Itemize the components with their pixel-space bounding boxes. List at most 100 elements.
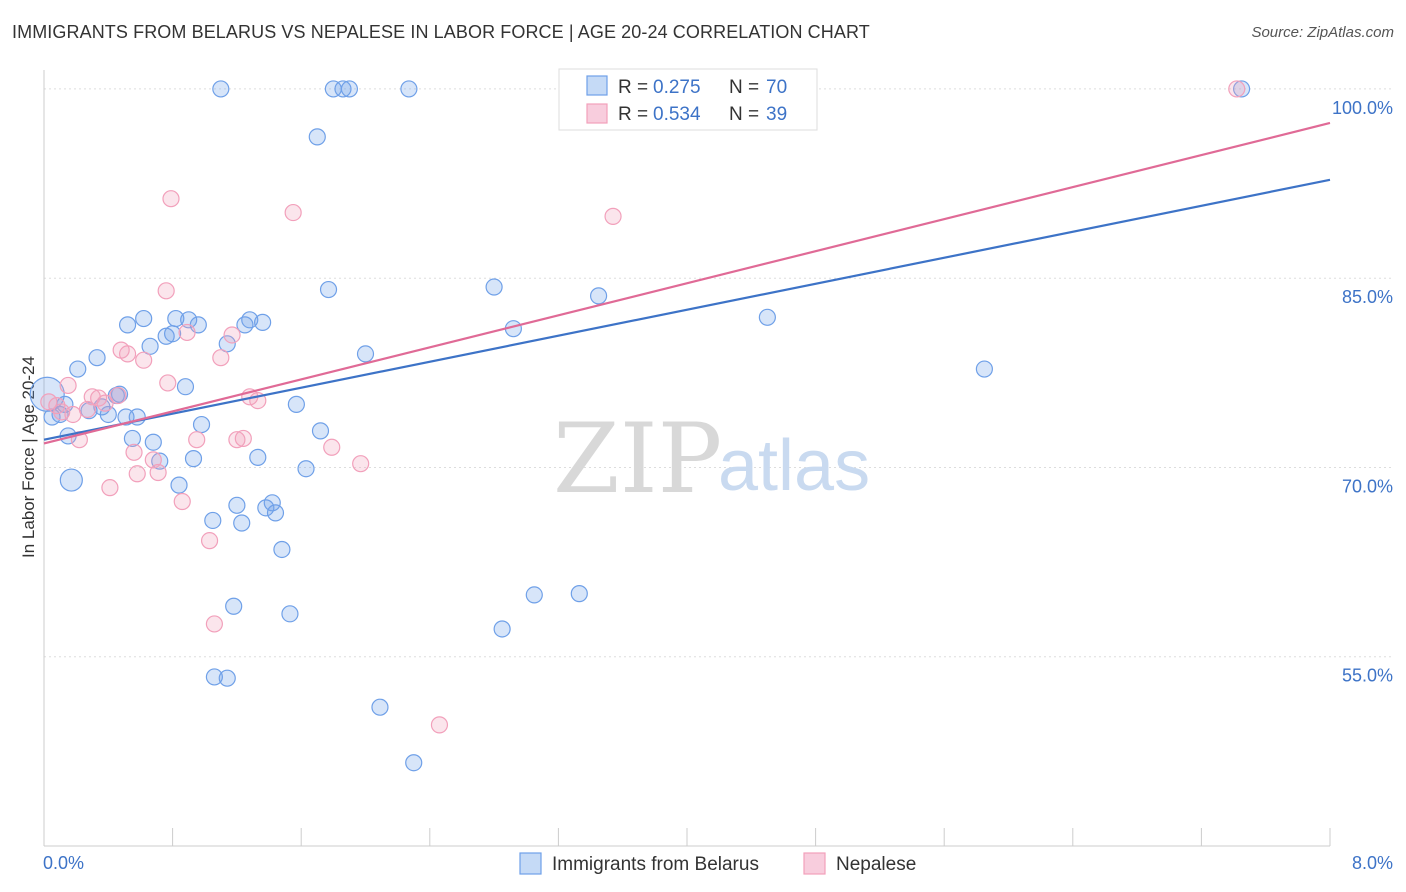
data-point [125,443,143,461]
data-point [69,360,87,378]
data-point [162,190,180,208]
data-point [167,309,185,328]
stats-swatch-nepalese [586,103,608,124]
y-tick-labels: 100.0% 85.0% 70.0% 55.0% [1332,98,1393,686]
data-point [204,511,222,530]
data-point [273,540,291,559]
data-point [297,460,315,478]
data-point [59,376,77,395]
data-point [176,378,195,396]
data-point [200,532,219,550]
data-point [356,345,375,363]
chart-source: Source: ZipAtlas.com [1251,24,1394,41]
data-point [135,309,153,328]
data-point [308,128,326,146]
data-point [212,349,230,367]
chart-title: IMMIGRANTS FROM BELARUS VS NEPALESE IN L… [12,22,870,42]
data-point [180,311,198,329]
data-point [170,476,188,494]
data-point [188,431,206,449]
data-point [157,282,175,300]
data-point [241,311,259,329]
data-point [141,337,159,355]
data-point [266,504,285,522]
data-point [281,605,299,623]
data-point [53,403,71,421]
legend-swatch-nepalese [803,852,826,875]
data-point [192,415,211,434]
data-point [101,479,119,497]
data-point [319,280,338,299]
stats-swatch-belarus [586,75,608,96]
data-point [88,349,106,367]
x-tick-label-max: 8.0% [1352,853,1393,873]
data-point [144,451,162,469]
y-axis-label: In Labor Force | Age 20-24 [19,356,38,558]
data-point [249,448,267,466]
data-point [340,80,359,98]
data-point [135,351,153,369]
stats-n-label-nepalese: N = [729,104,759,125]
data-point [263,494,281,512]
series-nepalese [40,80,1246,734]
y-tick-label: 100.0% [1332,98,1393,118]
stats-n-value-nepalese: 39 [766,104,787,125]
data-point [205,668,223,686]
data-point [400,80,418,98]
legend-label-nepalese: Nepalese [836,854,916,875]
data-point [284,203,302,222]
data-point [352,455,370,473]
watermark-atlas: atlas [718,426,870,506]
y-tick-label: 85.0% [1342,287,1393,307]
watermark: ZIP atlas [553,403,870,515]
trend-lines [43,121,1331,445]
data-point [254,313,272,331]
data-point [225,597,243,615]
data-point [96,394,114,412]
data-point [493,620,511,638]
data-point [334,80,352,98]
data-point [405,754,423,772]
data-point [149,463,167,482]
legend-label-belarus: Immigrants from Belarus [552,854,759,875]
data-point [430,716,449,734]
data-point [78,400,97,419]
stats-n-label-belarus: N = [729,77,759,98]
data-point [236,316,254,334]
data-point [233,514,251,532]
legend: Immigrants from Belarus Nepalese [519,852,916,875]
data-point [311,422,330,440]
data-point [118,345,137,363]
data-point [51,405,69,424]
data-point [59,468,83,492]
data-point [485,278,503,296]
data-point [234,429,252,448]
y-tick-label: 55.0% [1342,666,1393,686]
data-point [218,669,236,687]
grid-lines [44,88,1393,658]
legend-swatch-belarus [519,852,542,875]
data-point [371,698,389,716]
data-point [228,496,246,514]
data-point [144,433,162,451]
stats-n-value-belarus: 70 [766,77,787,98]
data-point [758,308,776,326]
data-points [29,80,1251,772]
data-point [525,586,543,604]
data-point [64,405,82,424]
data-point [205,615,223,633]
data-point [323,438,341,456]
stats-r-value-nepalese: 0.534 [653,104,701,125]
stats-r-label-nepalese: R = [618,104,648,125]
data-point [975,360,993,378]
watermark-zip: ZIP [553,403,722,515]
data-point [589,287,608,305]
trend-line-belarus [43,178,1331,441]
stats-r-value-belarus: 0.275 [653,77,701,98]
data-point [1232,80,1251,98]
data-point [109,386,127,405]
stats-r-label-belarus: R = [618,77,648,98]
data-point [570,585,588,603]
data-point [173,492,191,511]
